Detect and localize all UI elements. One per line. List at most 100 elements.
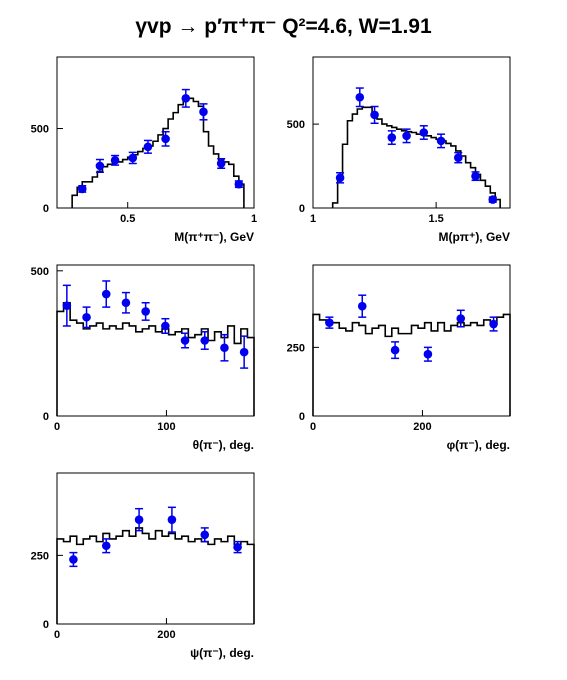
data-point xyxy=(110,154,120,166)
x-tick-label: 1 xyxy=(251,213,257,225)
x-axis-label: M(pπ⁺), GeV xyxy=(438,230,510,244)
data-point xyxy=(141,302,150,321)
data-point xyxy=(239,335,249,369)
data-point xyxy=(69,551,78,568)
y-tick-label: 250 xyxy=(31,550,49,562)
data-marker xyxy=(390,345,400,355)
data-point xyxy=(199,103,208,121)
data-marker xyxy=(167,515,177,524)
y-tick-label: 0 xyxy=(43,203,49,215)
plot-frame xyxy=(312,56,511,209)
data-point xyxy=(456,309,466,328)
data-point xyxy=(220,333,229,362)
y-tick-label: 500 xyxy=(287,119,305,131)
x-axis-label: φ(π⁻), deg. xyxy=(447,438,510,452)
data-marker xyxy=(143,142,153,152)
data-point xyxy=(489,316,498,332)
data-point xyxy=(128,151,138,165)
data-marker xyxy=(199,107,208,117)
data-point xyxy=(234,179,244,189)
mc-histogram xyxy=(71,97,245,208)
data-point xyxy=(200,527,210,543)
x-tick-label: 1 xyxy=(310,213,316,225)
data-marker xyxy=(357,301,367,311)
panel-theta_pi: 0 100 0 500 θ(π⁻), deg. xyxy=(31,264,255,452)
data-marker xyxy=(436,136,446,146)
data-marker xyxy=(423,349,433,359)
data-point xyxy=(216,157,226,170)
mc-histogram xyxy=(56,527,255,624)
mc-histogram xyxy=(331,106,501,208)
y-tick-label: 0 xyxy=(299,203,305,215)
data-marker xyxy=(82,312,91,322)
data-marker xyxy=(453,153,463,162)
data-marker xyxy=(134,515,144,524)
panel-m_pipi: 0.5 1 0 500 M(π⁺π⁻), GeV xyxy=(31,56,257,244)
data-point xyxy=(181,88,191,108)
x-tick-label: 1.5 xyxy=(428,213,443,225)
data-marker xyxy=(128,153,138,163)
x-axis-label: ψ(π⁻), deg. xyxy=(190,646,254,660)
data-marker xyxy=(325,318,334,327)
data-point xyxy=(355,87,365,108)
data-point xyxy=(161,317,170,334)
data-marker xyxy=(95,161,105,171)
plot-frame xyxy=(312,264,511,417)
x-tick-label: 0.5 xyxy=(120,213,135,225)
data-point xyxy=(143,139,153,154)
data-marker xyxy=(181,94,191,103)
data-point xyxy=(167,506,177,533)
y-tick-label: 500 xyxy=(31,266,49,278)
data-point xyxy=(387,130,397,145)
data-marker xyxy=(216,159,226,168)
data-marker xyxy=(402,131,411,141)
data-marker xyxy=(355,92,365,102)
data-marker xyxy=(335,173,345,183)
data-point xyxy=(161,130,170,147)
mc-histogram xyxy=(56,301,255,416)
plot-frame xyxy=(56,56,255,209)
data-marker xyxy=(233,542,242,552)
data-point xyxy=(436,133,446,149)
data-marker xyxy=(161,134,170,144)
data-point xyxy=(390,341,400,360)
panel-phi_pi: 0 200 0 250 φ(π⁻), deg. xyxy=(287,264,511,452)
data-point xyxy=(335,172,345,184)
data-marker xyxy=(161,321,170,331)
plot-frame xyxy=(56,472,255,625)
x-axis-label: θ(π⁻), deg. xyxy=(193,438,254,452)
x-tick-label: 200 xyxy=(157,629,175,641)
data-marker xyxy=(489,319,498,329)
y-tick-label: 0 xyxy=(299,411,305,423)
data-marker xyxy=(471,171,480,181)
data-marker xyxy=(220,343,229,353)
x-axis-label: M(π⁺π⁻), GeV xyxy=(174,230,254,244)
data-point xyxy=(357,294,367,318)
panel-m_ppi: 1 1.5 0 500 M(pπ⁺), GeV xyxy=(287,56,511,244)
data-point xyxy=(471,171,480,182)
data-marker xyxy=(239,347,249,357)
data-point xyxy=(134,507,144,532)
data-point xyxy=(121,291,131,314)
data-point xyxy=(325,316,334,329)
data-point xyxy=(402,128,411,144)
data-marker xyxy=(77,184,87,194)
y-tick-label: 0 xyxy=(43,411,49,423)
data-point xyxy=(488,195,498,204)
data-point xyxy=(95,158,105,173)
data-point xyxy=(423,346,433,362)
data-marker xyxy=(141,307,150,316)
data-marker xyxy=(387,133,397,142)
data-point xyxy=(453,151,463,164)
mc-histogram xyxy=(312,313,511,416)
data-marker xyxy=(101,289,111,299)
data-marker xyxy=(200,336,210,345)
data-marker xyxy=(121,298,131,308)
data-marker xyxy=(110,156,120,165)
data-marker xyxy=(200,530,210,540)
data-point xyxy=(370,105,379,125)
data-point xyxy=(200,331,210,350)
data-marker xyxy=(62,301,72,310)
x-tick-label: 0 xyxy=(54,421,60,433)
